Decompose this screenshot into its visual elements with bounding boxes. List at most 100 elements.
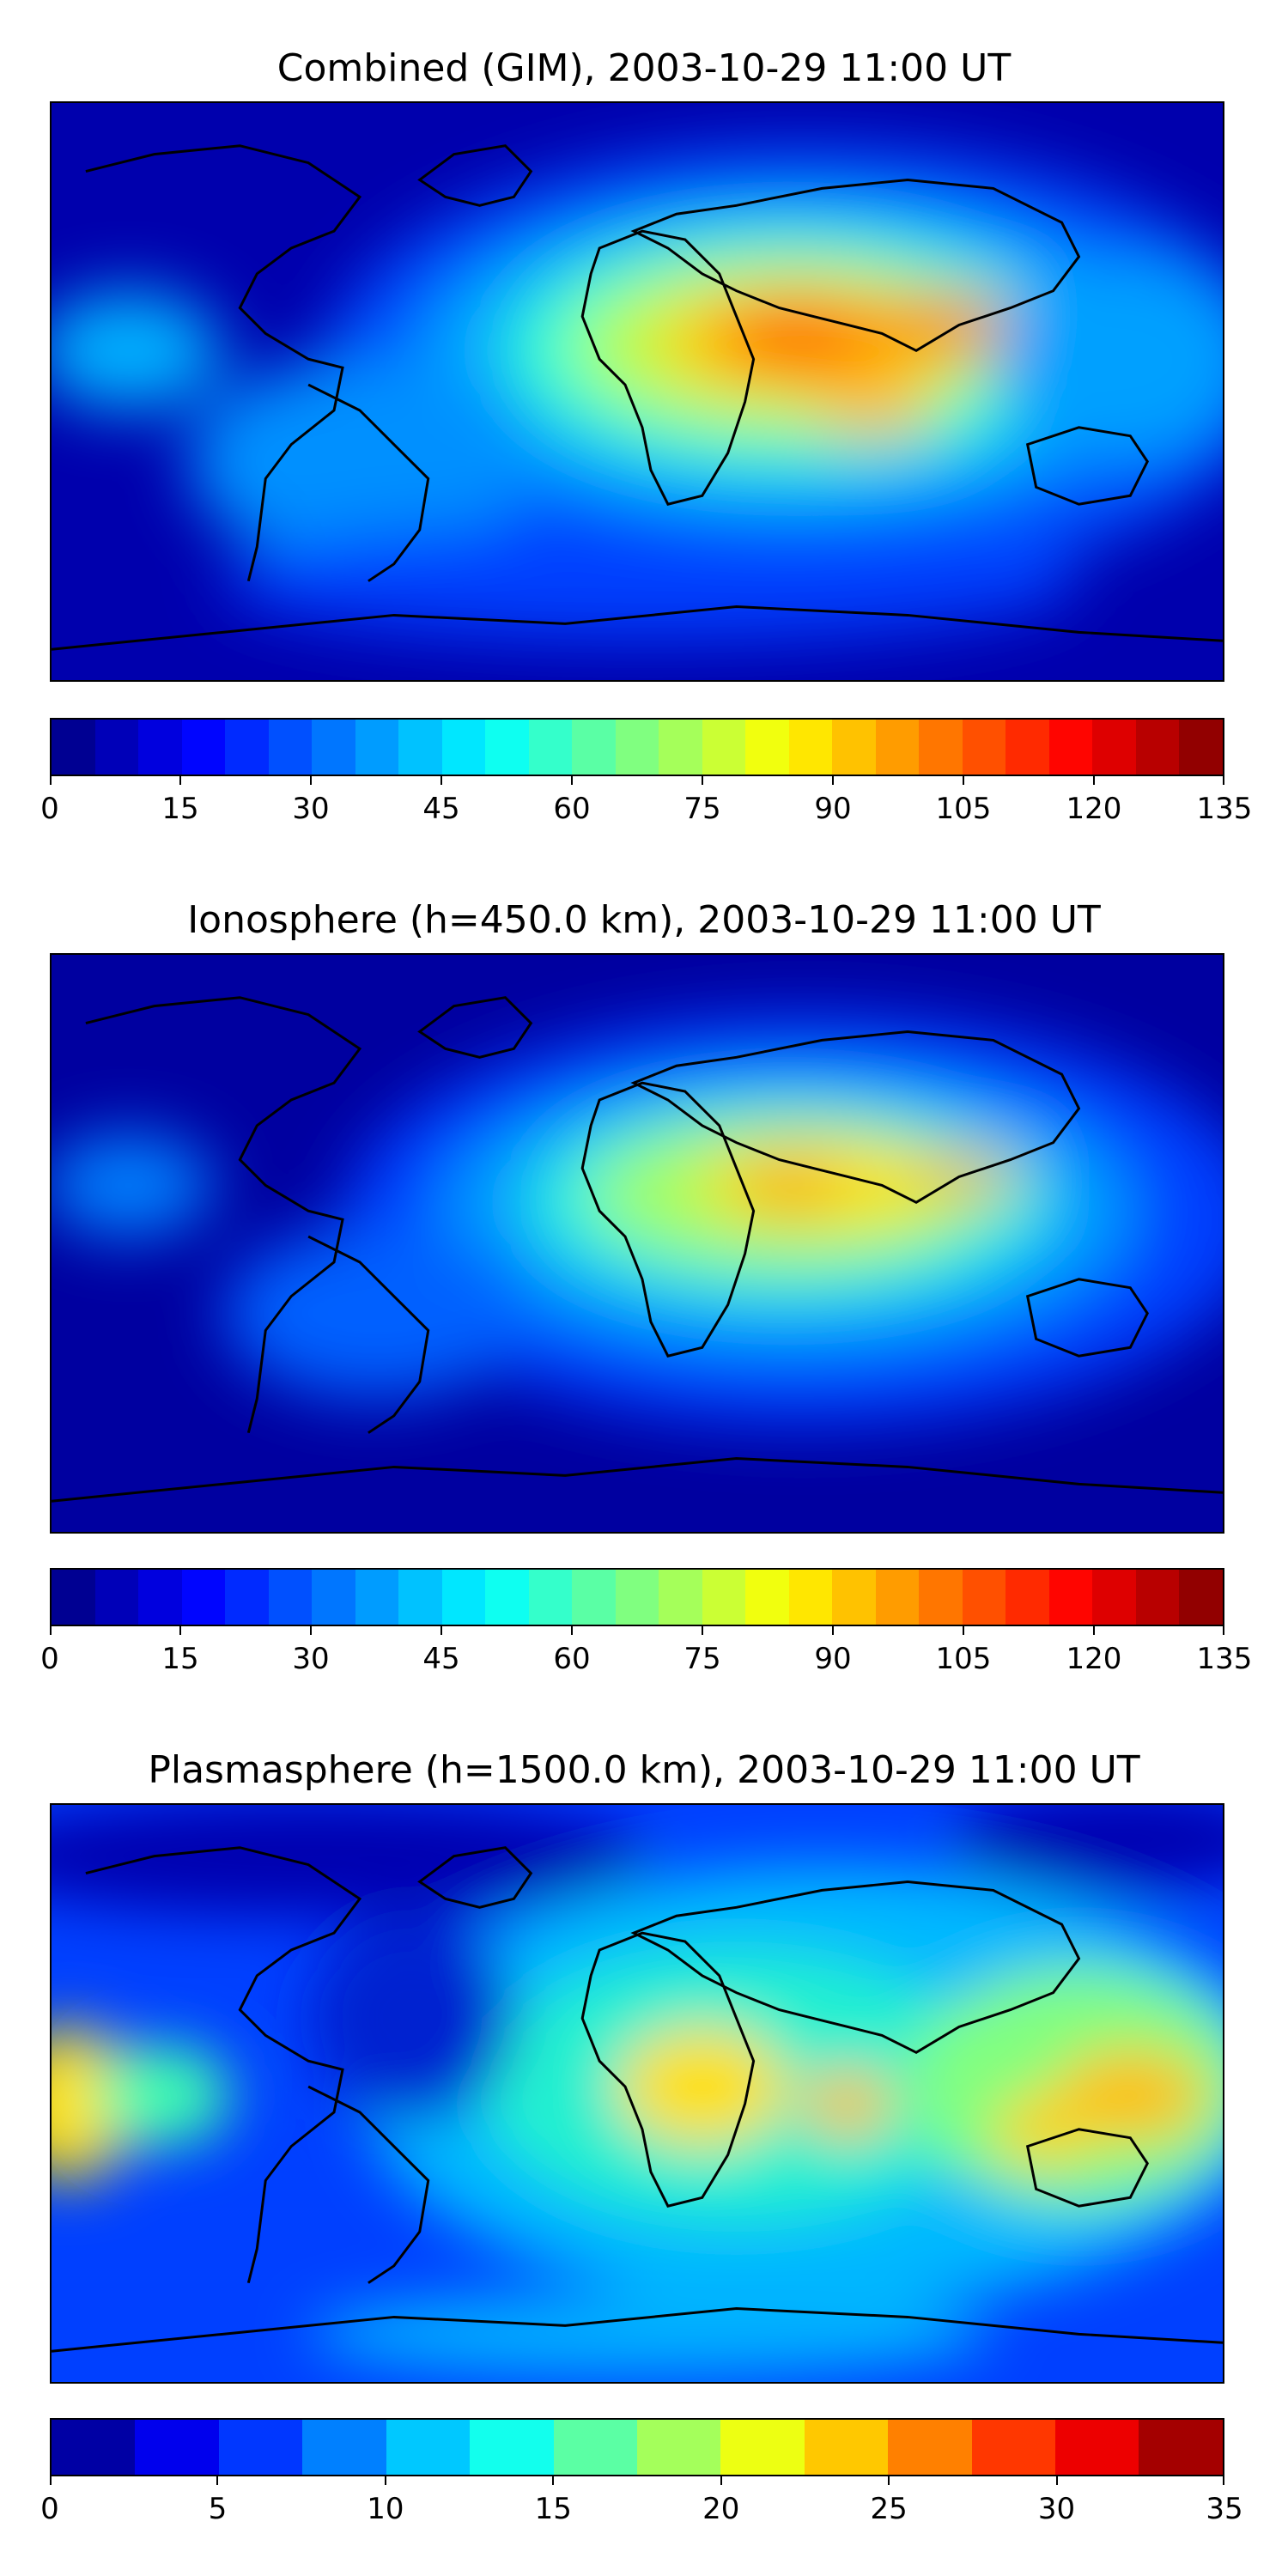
- colorbar-tick-label: 135: [1196, 792, 1253, 826]
- colorbar-tick: [552, 2476, 555, 2485]
- colorbar-segment: [52, 720, 95, 775]
- colorbar-segment: [875, 1570, 920, 1625]
- colorbar-tick-label: 60: [553, 1642, 591, 1676]
- colorbar-segment: [218, 2420, 303, 2475]
- colorbar-segment: [745, 720, 789, 775]
- colorbar-tick: [1223, 2476, 1224, 2485]
- map-title: Combined (GIM), 2003-10-29 11:00 UT: [276, 46, 1012, 90]
- tec-map: [50, 1803, 1224, 2384]
- colorbar-segment: [94, 720, 139, 775]
- colorbar-tick: [963, 1626, 964, 1635]
- colorbar-segment: [659, 1570, 702, 1625]
- colorbar-tick: [702, 1626, 703, 1635]
- colorbar-tick: [1223, 1626, 1224, 1635]
- colorbar-segment: [470, 2420, 554, 2475]
- colorbar-tick-label: 30: [1037, 2492, 1076, 2526]
- colorbar-segment: [225, 1570, 269, 1625]
- colorbar-segment: [720, 2420, 805, 2475]
- colorbar-segment: [528, 720, 573, 775]
- colorbar-segment: [804, 2420, 889, 2475]
- colorbar-segment: [441, 1570, 486, 1625]
- colorbar-tick-label: 15: [161, 1642, 199, 1676]
- colorbar-segment: [1179, 720, 1223, 775]
- colorbar-segment: [485, 720, 529, 775]
- colorbar-segment: [788, 1570, 833, 1625]
- colorbar-tick: [440, 776, 442, 785]
- colorbar-tick: [702, 776, 703, 785]
- colorbar-tick: [832, 1626, 834, 1635]
- colorbar-segment: [553, 2420, 637, 2475]
- colorbar-tick: [720, 2476, 722, 2485]
- colorbar-segment: [1135, 720, 1180, 775]
- colorbar-tick-label: 90: [814, 792, 852, 826]
- colorbar-segment: [1092, 720, 1136, 775]
- coastlines: [52, 1846, 1223, 2353]
- colorbar-segment: [702, 720, 746, 775]
- colorbar-tick: [50, 776, 52, 785]
- colorbar-tick-label: 105: [935, 1642, 992, 1676]
- colorbar-segment: [135, 2420, 219, 2475]
- colorbar-tick: [179, 1626, 181, 1635]
- colorbar-tick: [963, 776, 964, 785]
- colorbar-segment: [1048, 1570, 1093, 1625]
- colorbar-segment: [788, 720, 833, 775]
- colorbar-segment: [355, 720, 399, 775]
- colorbar-segment: [702, 1570, 746, 1625]
- colorbar-segment: [832, 1570, 876, 1625]
- colorbar-tick: [832, 776, 834, 785]
- colorbar-tick-label: 75: [683, 1642, 721, 1676]
- tec-map: [50, 101, 1224, 682]
- colorbar-tick-label: 45: [422, 792, 460, 826]
- colorbar-segment: [875, 720, 920, 775]
- colorbar-tick-label: 20: [702, 2492, 740, 2526]
- colorbar-segment: [971, 2420, 1056, 2475]
- colorbar-segment: [1179, 1570, 1223, 1625]
- colorbar-segment: [1005, 1570, 1049, 1625]
- map-canvas: [52, 103, 1223, 680]
- tec-field: [52, 1014, 1223, 1425]
- colorbar-segment: [659, 720, 702, 775]
- tec-field: [52, 1805, 1223, 2378]
- colorbar: [50, 1568, 1224, 1626]
- colorbar-segment: [1139, 2420, 1223, 2475]
- colorbar-tick: [310, 776, 312, 785]
- colorbar-tick-label: 0: [40, 1642, 59, 1676]
- colorbar-tick: [571, 776, 573, 785]
- colorbar-segment: [888, 2420, 972, 2475]
- colorbar-segment: [1092, 1570, 1136, 1625]
- colorbar-segment: [1055, 2420, 1139, 2475]
- colorbar-tick-label: 135: [1196, 1642, 1253, 1676]
- colorbar-tick: [1223, 776, 1224, 785]
- colorbar-tick-label: 30: [292, 792, 330, 826]
- colorbar-tick-label: 30: [292, 1642, 330, 1676]
- colorbar-ticks: 0 15 30 45 60 75 90 105 120 135: [40, 1626, 1252, 1678]
- colorbar-tick: [888, 2476, 890, 2485]
- colorbar-segment: [1135, 1570, 1180, 1625]
- colorbar-segment: [615, 1570, 659, 1625]
- colorbar-ticks: 0 15 30 45 60 75 90 105 120 135: [40, 776, 1252, 828]
- colorbar-segment: [312, 720, 355, 775]
- colorbar-segment: [398, 1570, 442, 1625]
- colorbar-tick-label: 35: [1206, 2492, 1243, 2526]
- colorbar-tick: [571, 1626, 573, 1635]
- colorbar-segment: [94, 1570, 139, 1625]
- colorbar-tick: [1093, 1626, 1095, 1635]
- colorbar-segment: [302, 2420, 386, 2475]
- colorbar-segment: [636, 2420, 721, 2475]
- colorbar-tick-label: 10: [367, 2492, 404, 2526]
- colorbar-segment: [225, 720, 269, 775]
- colorbar-tick-label: 105: [935, 792, 992, 826]
- colorbar-segment: [745, 1570, 789, 1625]
- colorbar-segment: [1005, 720, 1049, 775]
- colorbar-segment: [441, 720, 486, 775]
- colorbar-segment: [962, 720, 1006, 775]
- colorbar-tick-label: 0: [40, 792, 59, 826]
- colorbar-tick: [50, 2476, 52, 2485]
- tec-map: [50, 953, 1224, 1534]
- colorbar-tick-label: 15: [534, 2492, 572, 2526]
- colorbar-tick: [440, 1626, 442, 1635]
- colorbar-segment: [52, 2420, 136, 2475]
- colorbar-tick: [310, 1626, 312, 1635]
- colorbar-segment: [181, 1570, 226, 1625]
- colorbar-tick: [50, 1626, 52, 1635]
